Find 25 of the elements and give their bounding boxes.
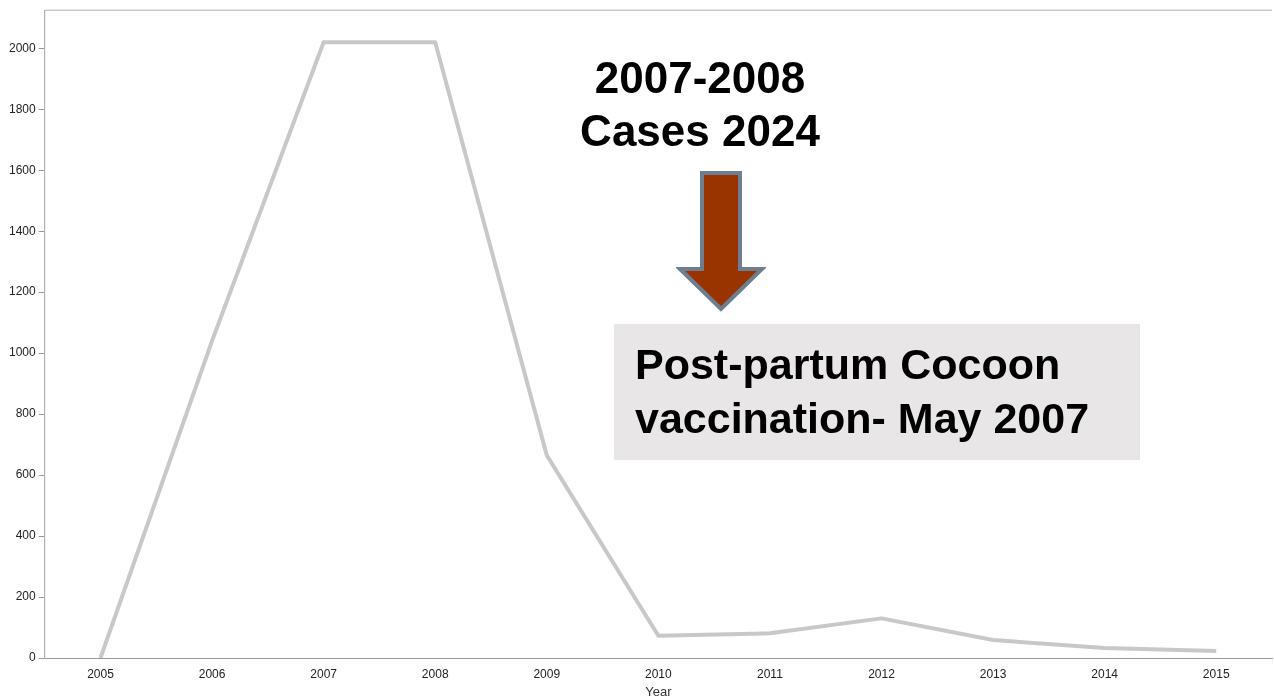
y-tick-label: 1600 (8, 162, 37, 177)
y-tick-label: 1400 (8, 223, 37, 238)
x-tick-label: 2008 (421, 666, 449, 681)
x-axis-title: Year (645, 683, 673, 699)
y-tick-label: 800 (15, 406, 37, 421)
y-tick-label: 0 (29, 650, 37, 665)
y-tick-label: 2000 (8, 40, 37, 55)
x-tick-label: 2014 (1091, 666, 1119, 681)
y-tick-label: 1800 (8, 101, 37, 116)
x-tick-label: 2013 (979, 666, 1007, 681)
y-tick-label: 1000 (8, 345, 37, 360)
y-tick-label: 1200 (8, 284, 37, 299)
x-tick-label: 2012 (868, 666, 896, 681)
x-tick-label: 2011 (757, 666, 784, 681)
x-tick-label: 2010 (645, 666, 673, 681)
annotation: Post-partum Cocoon vaccination- May 2007 (614, 324, 1140, 460)
x-tick-label: 2015 (1202, 666, 1230, 681)
annotation: 2007-2008 Cases 2024 (579, 52, 821, 157)
y-tick-label: 200 (15, 589, 37, 604)
x-tick-label: 2005 (87, 666, 115, 681)
x-tick-label: 2006 (198, 666, 226, 681)
x-tick-label: 2007 (310, 666, 338, 681)
y-tick-label: 600 (15, 467, 37, 482)
y-tick-label: 400 (15, 528, 37, 543)
x-tick-label: 2009 (533, 666, 561, 681)
